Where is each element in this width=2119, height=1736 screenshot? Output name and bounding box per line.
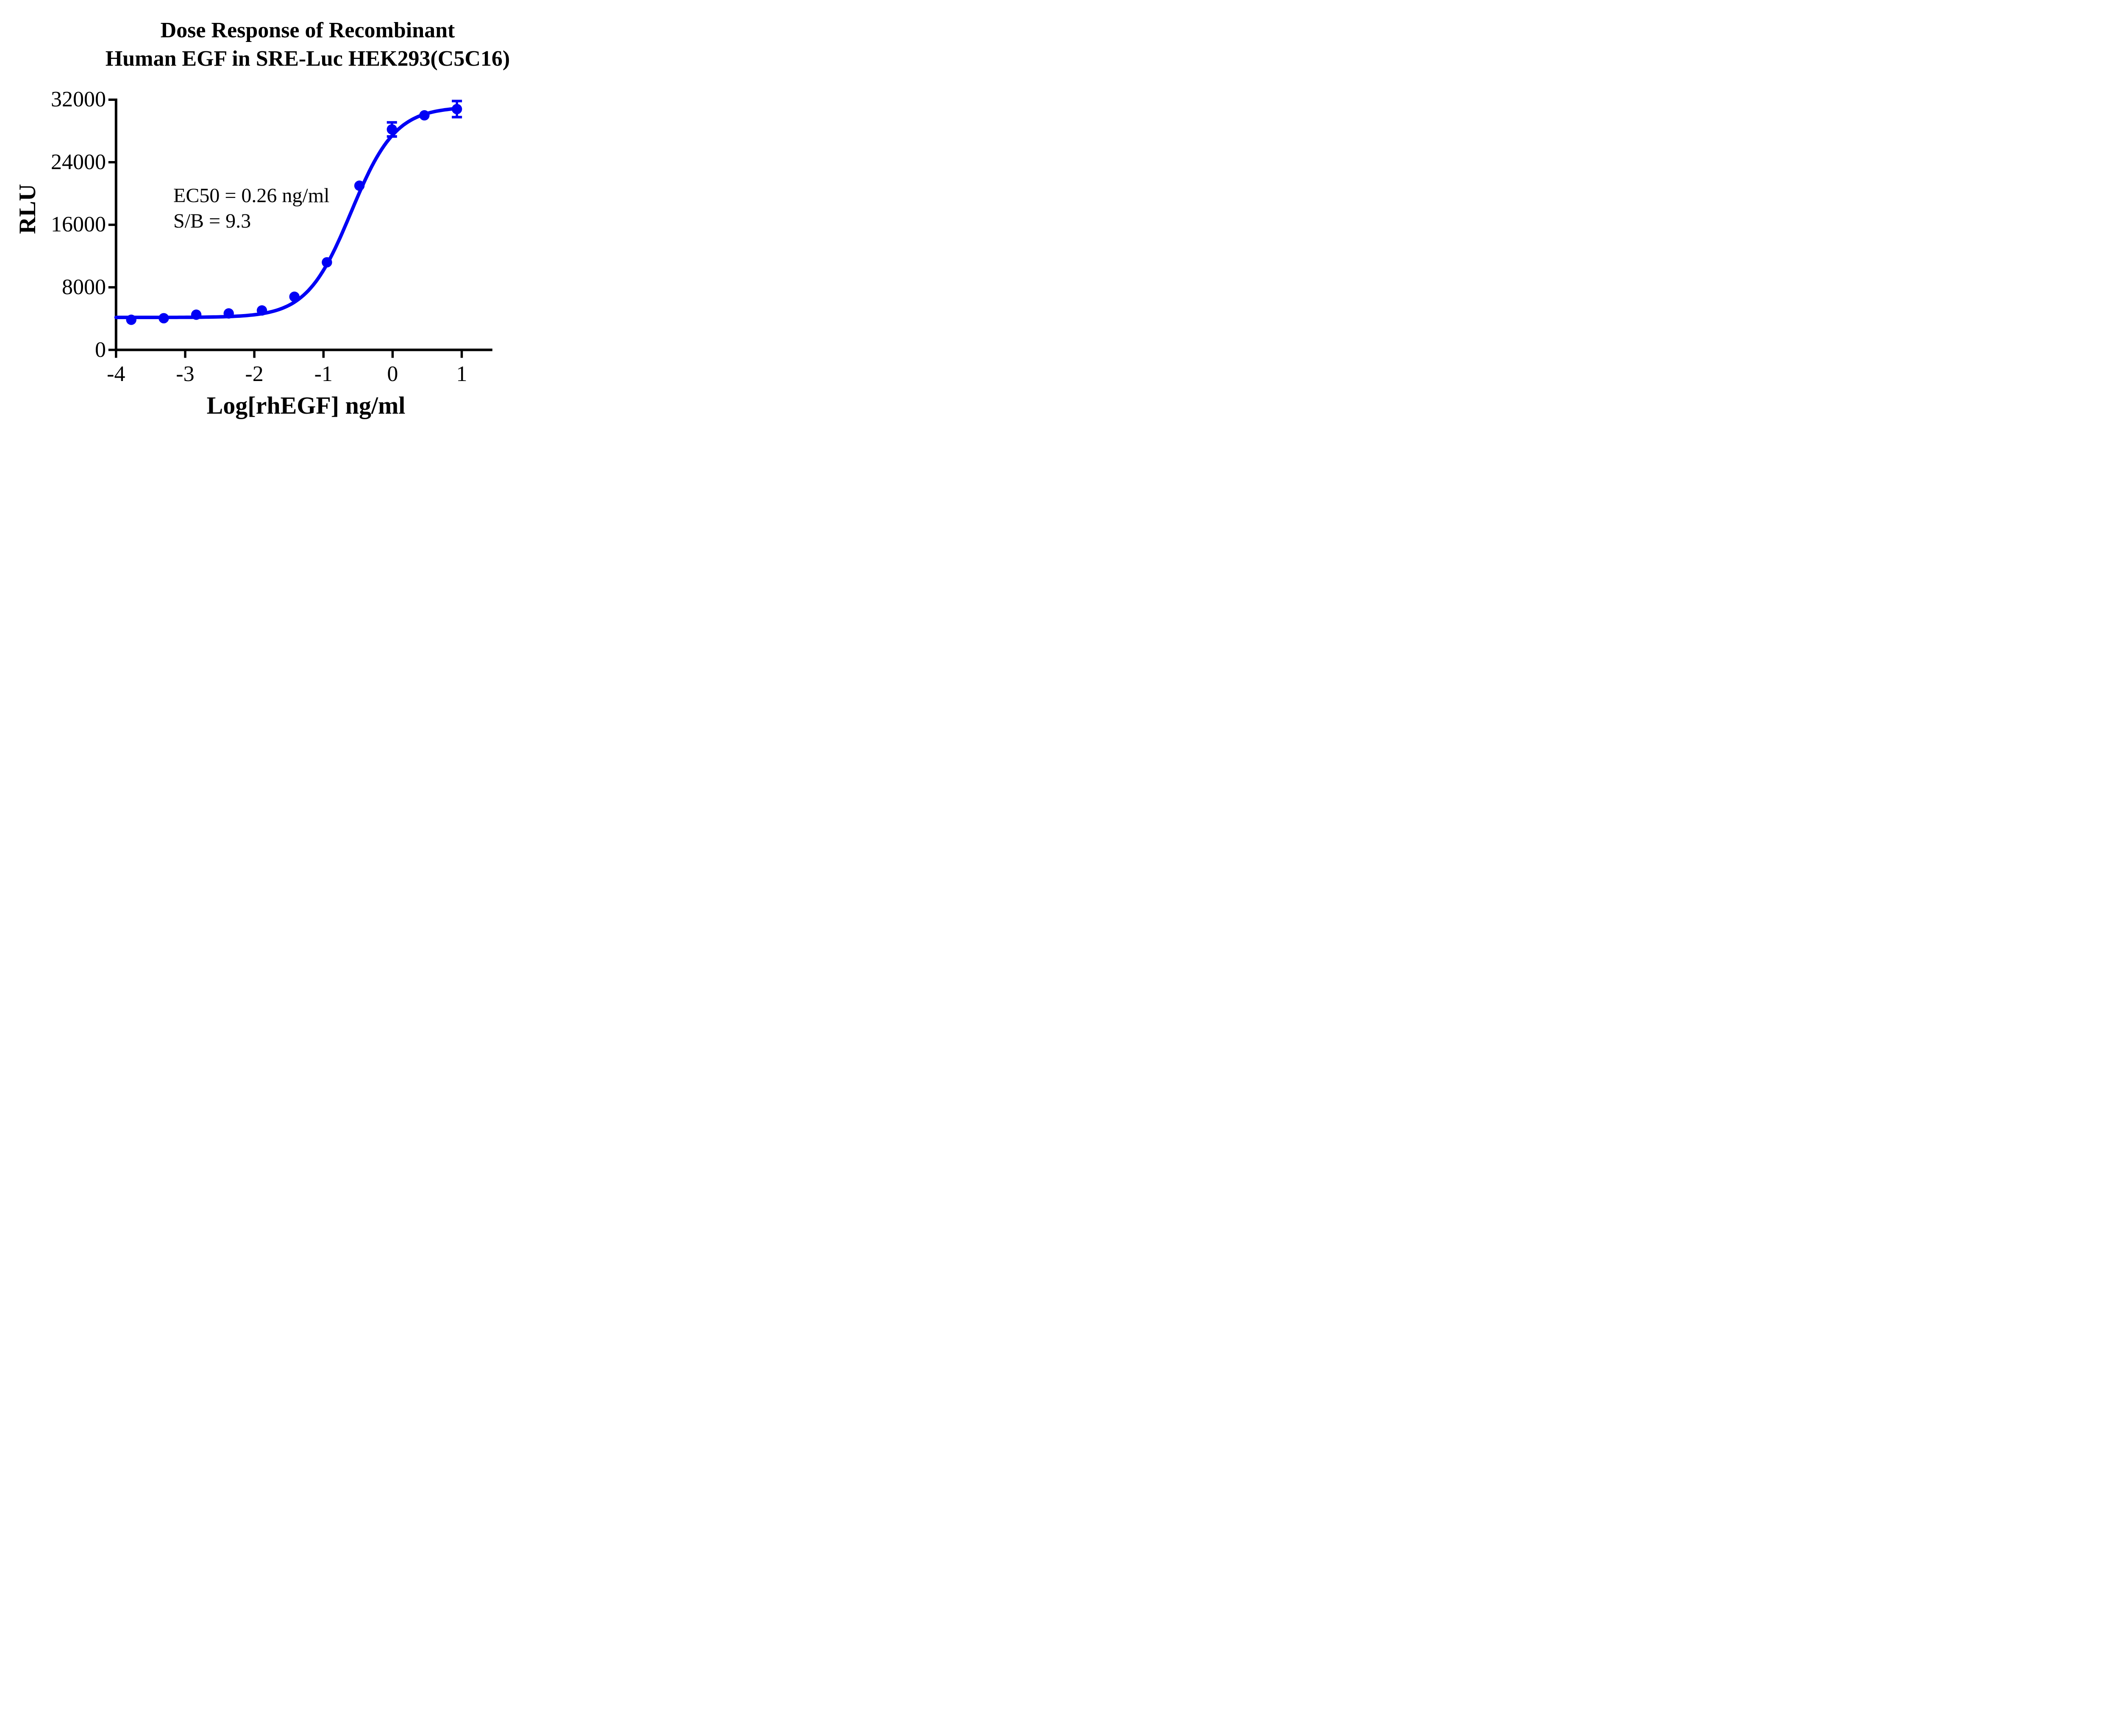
ec50-annotation: EC50 = 0.26 ng/ml — [173, 184, 330, 207]
x-tick-label: -2 — [245, 362, 264, 386]
data-point — [387, 124, 397, 135]
plot-area — [108, 98, 492, 358]
x-tick-label: -4 — [107, 362, 125, 386]
data-point — [451, 104, 462, 114]
x-axis-title: Log[rhEGF] ng/ml — [206, 392, 406, 419]
x-tick-label: 0 — [387, 362, 398, 386]
y-tick-label: 32000 — [51, 87, 106, 112]
data-point — [223, 308, 234, 319]
data-point — [191, 309, 202, 320]
dose-response-curve — [114, 107, 459, 319]
chart-title-line2: Human EGF in SRE-Luc HEK293(C5C16) — [105, 47, 510, 71]
fit-annotation: EC50 = 0.26 ng/ml S/B = 9.3 — [173, 183, 329, 234]
x-tick-label: -1 — [314, 362, 333, 386]
data-point — [159, 313, 169, 323]
x-tick-label: -3 — [176, 362, 195, 386]
data-point — [256, 305, 267, 316]
data-point — [126, 314, 136, 325]
x-tick-label: 1 — [456, 362, 467, 386]
y-tick-label: 16000 — [51, 212, 106, 237]
data-point — [322, 257, 332, 268]
y-tick-label: 24000 — [51, 150, 106, 174]
y-tick-label: 8000 — [62, 275, 106, 299]
y-tick-label: 0 — [95, 337, 106, 362]
data-point — [354, 180, 365, 191]
chart-title: Dose Response of Recombinant Human EGF i… — [64, 16, 552, 73]
data-point — [289, 291, 300, 302]
y-axis-title: RLU — [14, 184, 41, 234]
signal-background-annotation: S/B = 9.3 — [173, 210, 251, 232]
data-point — [419, 110, 430, 121]
dose-response-chart: Dose Response of Recombinant Human EGF i… — [0, 0, 552, 434]
chart-title-line1: Dose Response of Recombinant — [160, 18, 455, 42]
